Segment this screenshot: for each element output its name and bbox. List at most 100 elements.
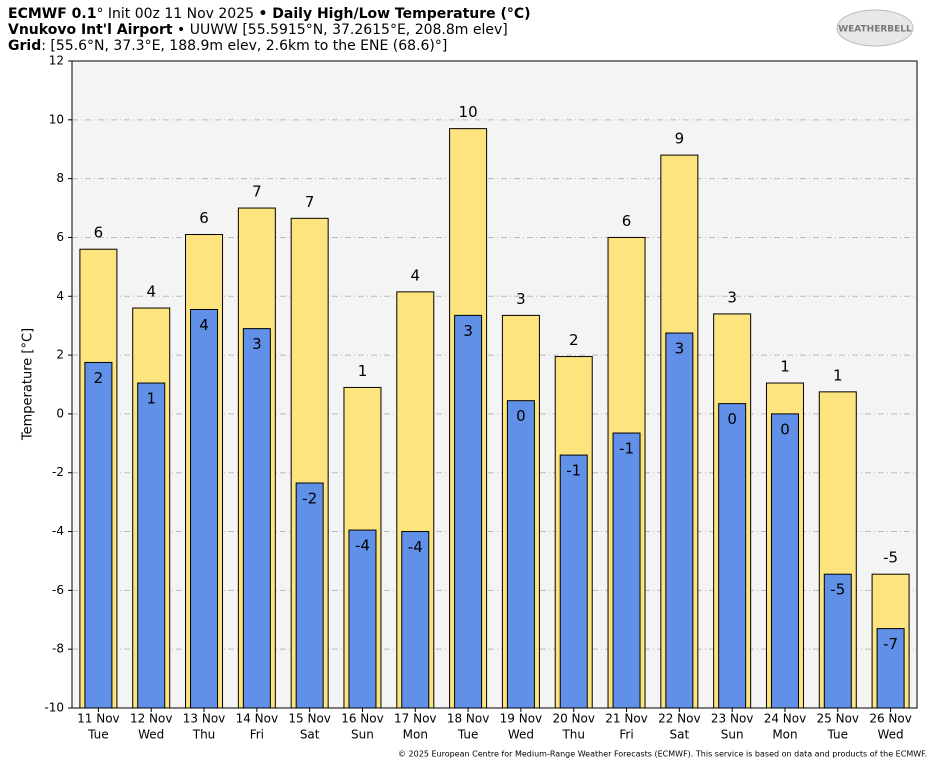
bar: [506, 400, 535, 709]
value-label: 0: [727, 410, 737, 428]
x-tick-label: 16 Nov: [341, 712, 384, 726]
x-tick-label: Tue: [827, 728, 849, 742]
x-tick-label: Tue: [87, 728, 109, 742]
value-label: 1: [146, 390, 156, 408]
plot-frame: [71, 60, 918, 709]
value-label: 4: [411, 266, 421, 284]
value-label: -4: [408, 538, 423, 556]
y-tick-label: 10: [49, 112, 64, 126]
x-tick-label: 22 Nov: [658, 712, 701, 726]
value-label: 1: [358, 362, 368, 380]
bar: [137, 382, 166, 709]
header-segment: : [55.6°N, 37.3°E, 188.9m elev, 2.6km to…: [41, 38, 447, 54]
value-label: 4: [146, 283, 156, 301]
bar: [718, 403, 747, 709]
x-tick-label: 17 Nov: [394, 712, 437, 726]
value-label: 1: [833, 366, 843, 384]
value-label: -1: [619, 440, 634, 458]
bar: [242, 328, 271, 709]
footer: © 2025 European Centre for Medium-Range …: [398, 750, 927, 759]
x-tick-label: Thu: [561, 728, 585, 742]
value-label: 3: [463, 322, 473, 340]
value-label: -1: [566, 462, 581, 480]
y-tick-label: -2: [52, 465, 64, 479]
bar: [190, 309, 219, 709]
value-label: 7: [252, 183, 262, 201]
x-tick-label: Sat: [670, 728, 690, 742]
header-segment: • UUWW [55.5915°N, 37.2615°E, 208.8m ele…: [173, 22, 508, 38]
y-tick-label: 4: [56, 289, 64, 303]
value-label: 6: [622, 212, 632, 230]
x-tick-label: 13 Nov: [183, 712, 226, 726]
x-tick-label: Wed: [138, 728, 164, 742]
y-tick-label: -4: [52, 524, 64, 538]
bar: [84, 361, 113, 709]
x-tick-label: Sun: [721, 728, 744, 742]
y-tick-label: 6: [56, 230, 64, 244]
x-tick-label: Wed: [508, 728, 534, 742]
bar: [559, 454, 588, 709]
x-tick-label: 15 Nov: [288, 712, 331, 726]
logo: WEATHERBELL: [836, 9, 914, 47]
value-label: 0: [780, 420, 790, 438]
header: ECMWF 0.1° Init 00z 11 Nov 2025 • Daily …: [8, 6, 531, 54]
value-label: -5: [830, 581, 845, 599]
value-label: 3: [252, 335, 262, 353]
header-segment: Grid: [8, 38, 41, 54]
y-tick-label: -8: [52, 642, 64, 656]
x-tick-label: 24 Nov: [764, 712, 807, 726]
x-tick-label: Wed: [878, 728, 904, 742]
value-label: -7: [883, 635, 898, 653]
x-tick-label: Tue: [457, 728, 479, 742]
value-label: 10: [459, 103, 478, 121]
x-tick-label: 20 Nov: [552, 712, 595, 726]
x-tick-label: 23 Nov: [711, 712, 754, 726]
bar: [770, 413, 799, 709]
x-tick-label: 25 Nov: [817, 712, 860, 726]
value-label: 0: [516, 407, 526, 425]
x-tick-label: Mon: [403, 728, 428, 742]
x-tick-label: 12 Nov: [130, 712, 173, 726]
header-line: ECMWF 0.1° Init 00z 11 Nov 2025 • Daily …: [8, 6, 531, 22]
value-label: 9: [675, 130, 685, 148]
header-segment: ECMWF 0.1: [8, 6, 96, 22]
y-tick-label: -6: [52, 583, 64, 597]
x-tick-label: 26 Nov: [869, 712, 912, 726]
value-label: 6: [94, 224, 104, 242]
bar: [665, 332, 694, 709]
bar: [348, 529, 377, 709]
value-label: -5: [883, 549, 898, 567]
x-tick-label: Fri: [619, 728, 633, 742]
value-label: 3: [516, 290, 526, 308]
x-tick-label: 19 Nov: [500, 712, 543, 726]
value-label: 3: [675, 340, 685, 358]
bar: [823, 573, 852, 709]
y-tick-label: 8: [56, 171, 64, 185]
value-label: 2: [94, 369, 104, 387]
header-segment: ° Init 00z 11 Nov 2025: [96, 6, 258, 22]
y-tick-label: 2: [56, 348, 64, 362]
bar: [401, 531, 430, 709]
value-label: -2: [302, 490, 317, 508]
header-segment: Vnukovo Int'l Airport: [8, 22, 173, 38]
x-tick-label: 18 Nov: [447, 712, 490, 726]
header-line: Grid: [55.6°N, 37.3°E, 188.9m elev, 2.6k…: [8, 38, 447, 54]
y-tick-label: 12: [49, 54, 64, 68]
x-tick-label: 21 Nov: [605, 712, 648, 726]
x-tick-label: Sat: [300, 728, 320, 742]
value-label: 1: [780, 358, 790, 376]
y-tick-label: 0: [56, 406, 64, 420]
value-label: 7: [305, 193, 315, 211]
x-tick-label: Fri: [250, 728, 264, 742]
x-tick-label: Sun: [351, 728, 374, 742]
header-line: Vnukovo Int'l Airport • UUWW [55.5915°N,…: [8, 22, 508, 38]
value-label: 4: [199, 316, 209, 334]
x-tick-label: Mon: [772, 728, 797, 742]
x-tick-label: Thu: [192, 728, 216, 742]
bar: [612, 432, 641, 709]
value-label: 2: [569, 331, 579, 349]
y-axis-label: Temperature [°C]: [21, 328, 36, 441]
bar: [295, 482, 324, 709]
x-tick-label: 14 Nov: [236, 712, 279, 726]
